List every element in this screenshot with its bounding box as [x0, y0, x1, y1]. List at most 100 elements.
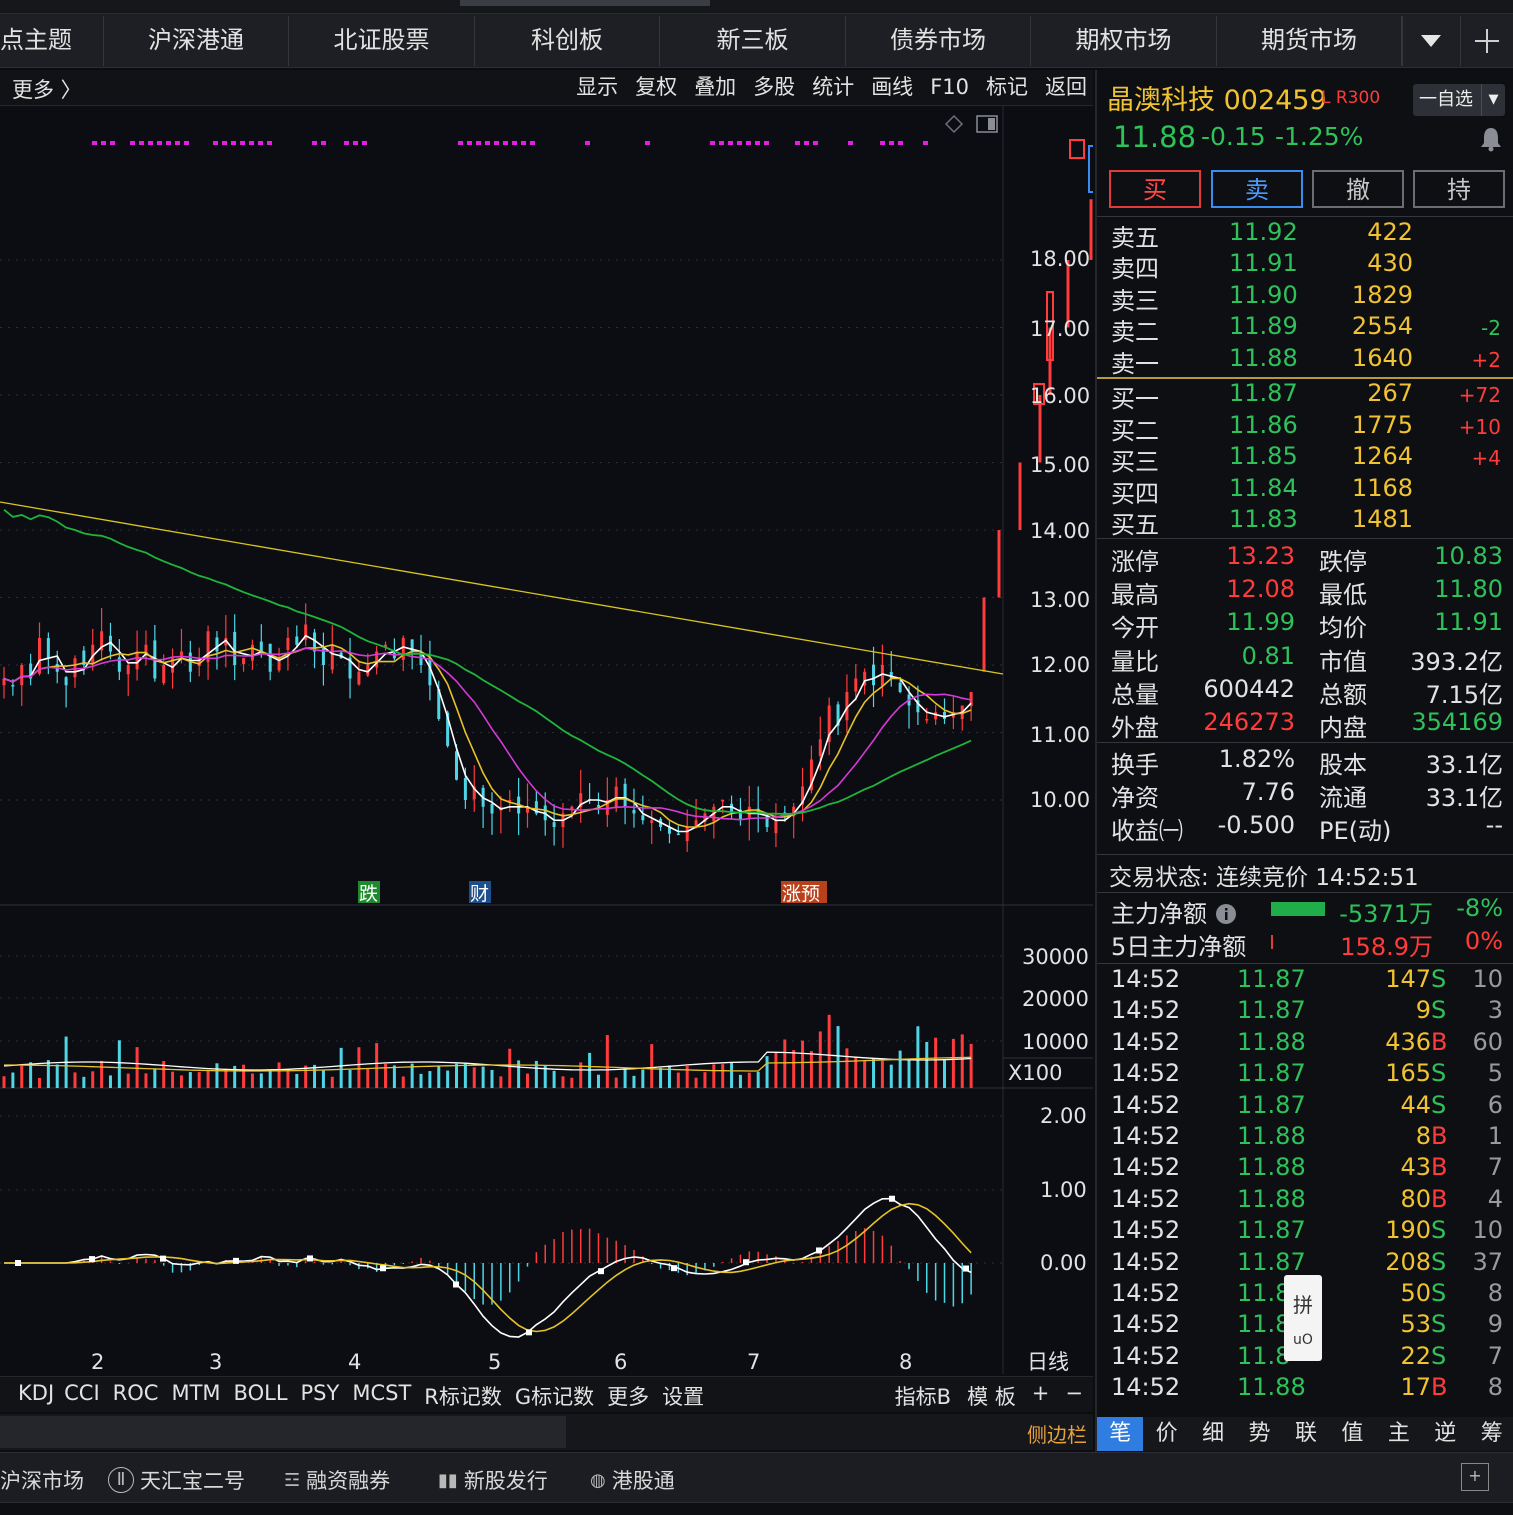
tab-value[interactable]: 值	[1341, 1421, 1364, 1446]
tick-row[interactable]: 14:52 11.87 190 S 10	[1097, 1216, 1513, 1247]
event-marker-rise-forecast[interactable]: 涨预	[781, 881, 827, 905]
back-button[interactable]: 返回	[1045, 75, 1087, 99]
nav-tianhuibao[interactable]: Ⅱ 天汇宝二号	[108, 1465, 245, 1495]
ask-row-1[interactable]: 卖一 11.88 1640 +2	[1111, 344, 1501, 378]
tick-row[interactable]: 14:52 11.87 44 S 6	[1097, 1091, 1513, 1122]
tab-overflow-button[interactable]	[1402, 16, 1458, 66]
tick-row[interactable]: 14:52 11.88 436 B 60	[1097, 1028, 1513, 1059]
sell-button[interactable]: 卖	[1211, 170, 1303, 208]
more-menu[interactable]: 更多 〉	[12, 78, 82, 102]
tick-row[interactable]: 14:52 11.8 53 S 9	[1097, 1310, 1513, 1341]
holdings-button[interactable]: 持	[1413, 170, 1505, 208]
volume-bar	[650, 1044, 654, 1088]
volume-bar	[809, 1051, 813, 1088]
indicator-b-button[interactable]: 指标B	[894, 1385, 952, 1409]
indicator-tab-roc[interactable]: ROC	[112, 1381, 159, 1405]
ask-row-5[interactable]: 卖五 11.92 422	[1111, 218, 1413, 252]
tab-bse[interactable]: 北证股票	[289, 16, 475, 66]
nav-hk-connect[interactable]: ◍ 港股通	[590, 1469, 675, 1493]
indicator-tab-cci[interactable]: CCI	[64, 1381, 100, 1405]
tab-themes[interactable]: 点主题	[0, 16, 104, 66]
add-tab-button[interactable]	[1460, 16, 1513, 66]
tab-main[interactable]: 主	[1387, 1421, 1410, 1446]
tab-star-market[interactable]: 科创板	[475, 16, 660, 66]
tick-row[interactable]: 14:52 11.88 80 B 4	[1097, 1185, 1513, 1216]
cancel-order-button[interactable]: 撤	[1312, 170, 1404, 208]
statistics-button[interactable]: 统计	[812, 75, 855, 99]
tab-linked[interactable]: 联	[1294, 1421, 1317, 1446]
watchlist-button[interactable]: 一自选 ▼	[1413, 84, 1505, 116]
stat-label: 内盘	[1319, 714, 1367, 742]
indicator-tab-r-marks[interactable]: R标记数	[424, 1385, 502, 1409]
chevron-down-icon[interactable]: ▼	[1481, 84, 1505, 116]
draw-line-button[interactable]: 画线	[871, 75, 914, 99]
bid-row-1[interactable]: 买一 11.87 267 +72	[1111, 379, 1501, 413]
info-icon[interactable]	[1215, 903, 1237, 925]
panel-toggle-icon[interactable]	[976, 115, 998, 133]
tab-reverse[interactable]: 逆	[1434, 1421, 1457, 1446]
tab-trend[interactable]: 势	[1248, 1421, 1271, 1446]
main-net-flow-row[interactable]: 主力净额 -5371万 -8%	[1097, 894, 1513, 928]
chart-scrollbar[interactable]: 侧边栏	[0, 1414, 1093, 1450]
tab-ticks[interactable]: 笔	[1097, 1417, 1144, 1451]
multi-stock-button[interactable]: 多股	[753, 75, 796, 99]
overlay-button[interactable]: 叠加	[694, 75, 737, 99]
tick-row[interactable]: 14:52 11.87 9 S 3	[1097, 996, 1513, 1027]
restore-rights-button[interactable]: 复权	[635, 75, 678, 99]
indicator-tab-g-marks[interactable]: G标记数	[514, 1385, 595, 1409]
tab-futures-market[interactable]: 期货市场	[1217, 16, 1402, 66]
five-day-flow-row[interactable]: 5日主力净额 158.9万 0%	[1097, 927, 1513, 961]
ask-row-3[interactable]: 卖三 11.90 1829	[1111, 281, 1413, 315]
ime-pinyin-popup[interactable]: 拼 uO	[1284, 1275, 1322, 1361]
bell-icon[interactable]	[1479, 126, 1503, 152]
bid-row-5[interactable]: 买五 11.83 1481	[1111, 505, 1413, 539]
tick-row[interactable]: 14:52 11.87 147 S 10	[1097, 965, 1513, 996]
ask-row-4[interactable]: 卖四 11.91 430	[1111, 249, 1413, 283]
diamond-icon[interactable]	[944, 114, 964, 134]
kline-chart-svg[interactable]: 18.00 17.00 16.00 15.00 14.00 13.00 12.0…	[0, 106, 1095, 1374]
indicator-tab-psy[interactable]: PSY	[300, 1381, 340, 1405]
bid-row-4[interactable]: 买四 11.84 1168	[1111, 474, 1413, 508]
kline-chart-area[interactable]: 18.00 17.00 16.00 15.00 14.00 13.00 12.0…	[0, 106, 1095, 1374]
buy-button[interactable]: 买	[1109, 170, 1201, 208]
zoom-in-button[interactable]: +	[1031, 1381, 1050, 1405]
indicator-settings-button[interactable]: 设置	[662, 1385, 705, 1409]
bid-row-3[interactable]: 买三 11.85 1264 +4	[1111, 442, 1501, 476]
indicator-tab-mcst[interactable]: MCST	[352, 1381, 412, 1405]
nav-shsz-market[interactable]: 沪深市场	[0, 1469, 84, 1493]
template-button[interactable]: 模 板	[967, 1385, 1016, 1409]
ask-row-2[interactable]: 卖二 11.89 2554 -2	[1111, 312, 1501, 346]
tick-row[interactable]: 14:52 11.87 208 S 37	[1097, 1248, 1513, 1279]
tab-options-market[interactable]: 期权市场	[1031, 16, 1217, 66]
tick-row[interactable]: 14:52 11.87 165 S 5	[1097, 1059, 1513, 1090]
tick-row[interactable]: 14:52 11.88 17 B 8	[1097, 1373, 1513, 1404]
tab-price[interactable]: 价	[1155, 1421, 1178, 1446]
indicator-tab-mtm[interactable]: MTM	[171, 1381, 221, 1405]
tick-row[interactable]: 14:52 11.88 8 B 1	[1097, 1122, 1513, 1153]
tick-row[interactable]: 14:52 11.8 22 S 7	[1097, 1342, 1513, 1373]
add-panel-button[interactable]: +	[1461, 1463, 1489, 1491]
indicator-tab-boll[interactable]: BOLL	[233, 1381, 288, 1405]
indicator-more-button[interactable]: 更多	[607, 1385, 650, 1409]
nav-margin-trading[interactable]: ☲ 融资融券	[284, 1469, 391, 1493]
tab-detail[interactable]: 细	[1202, 1421, 1225, 1446]
tab-chips[interactable]: 筹	[1480, 1421, 1503, 1446]
display-button[interactable]: 显示	[576, 75, 619, 99]
scrollbar-thumb[interactable]	[0, 1416, 566, 1448]
event-marker-drop[interactable]: 跌	[358, 881, 380, 905]
period-label[interactable]: 日线	[1027, 1350, 1069, 1374]
indicator-tab-kdj[interactable]: KDJ	[18, 1381, 55, 1405]
mark-button[interactable]: 标记	[986, 75, 1028, 99]
tick-row[interactable]: 14:52 11.88 43 B 7	[1097, 1153, 1513, 1184]
bid-row-2[interactable]: 买二 11.86 1775 +10	[1111, 411, 1501, 445]
f10-button[interactable]: F10	[930, 75, 969, 99]
sidebar-toggle[interactable]: 侧边栏	[1027, 1423, 1087, 1447]
zoom-out-button[interactable]: −	[1065, 1381, 1083, 1405]
tick-row[interactable]: 14:52 11.8 50 S 8	[1097, 1279, 1513, 1310]
tab-neeq[interactable]: 新三板	[660, 16, 846, 66]
tab-shsz-hk[interactable]: 沪深港通	[104, 16, 289, 66]
event-marker-finance[interactable]: 财	[469, 881, 491, 905]
tab-bond-market[interactable]: 债券市场	[846, 16, 1031, 66]
nav-ipo[interactable]: ▮▮ 新股发行	[438, 1469, 548, 1493]
window-drag-handle[interactable]	[460, 0, 710, 6]
